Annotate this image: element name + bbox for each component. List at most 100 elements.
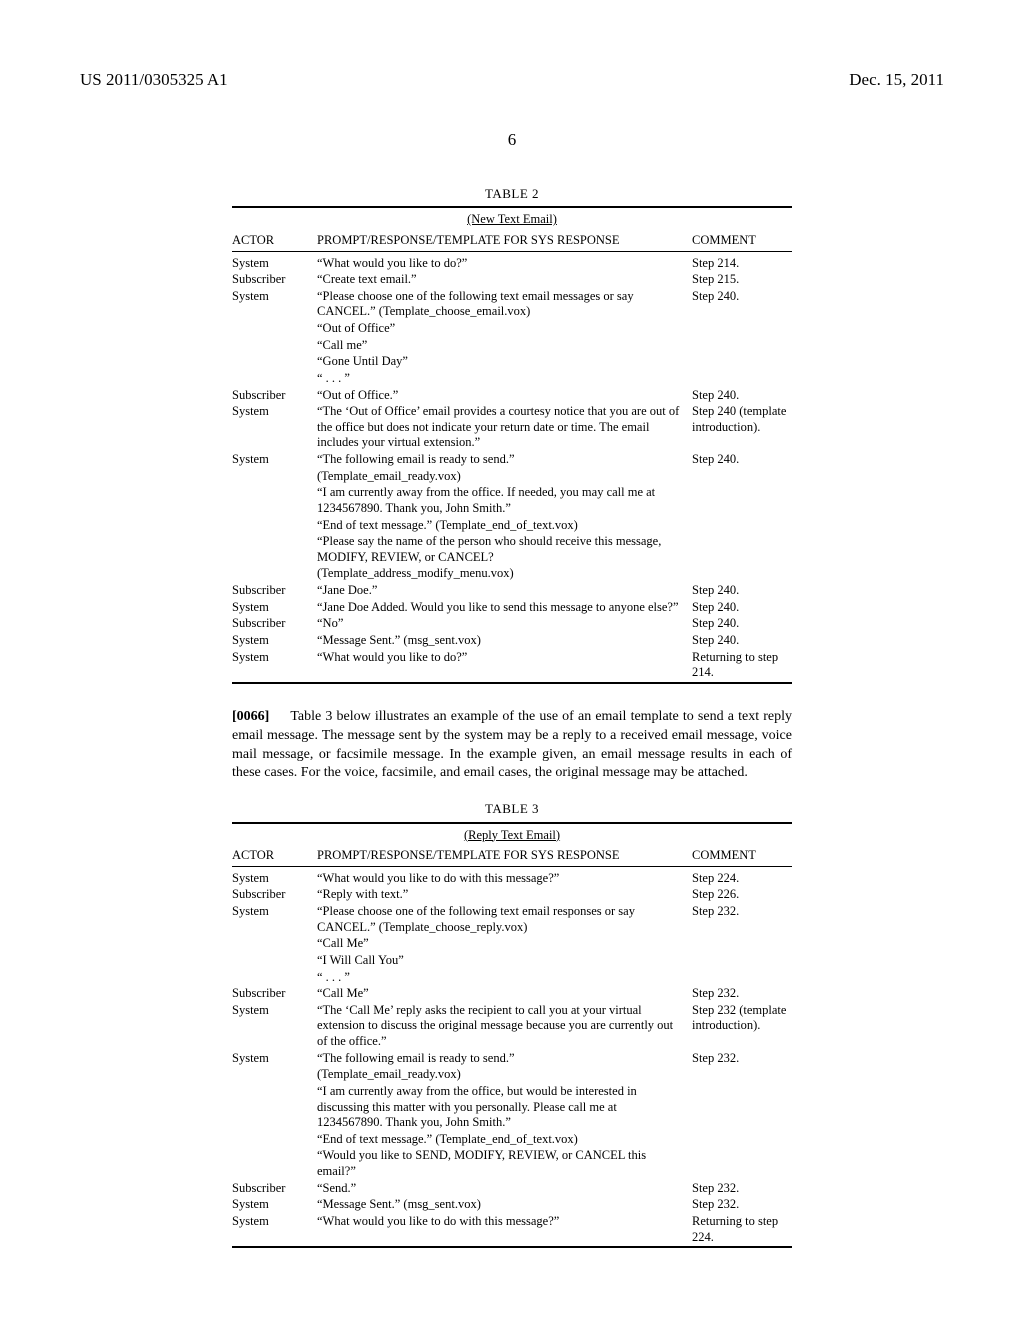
table-row: “End of text message.” (Template_end_of_…	[232, 518, 792, 535]
cell-actor: Subscriber	[232, 986, 307, 1002]
table-row: System “Please choose one of the followin…	[232, 289, 792, 321]
cell-prompt: “Send.”	[317, 1181, 682, 1197]
table-3-label: TABLE 3	[232, 801, 792, 817]
cell-comment	[692, 321, 792, 337]
table-row: System“What would you like to do?”Step 2…	[232, 256, 792, 273]
patent-page: US 2011/0305325 A1 Dec. 15, 2011 6 TABLE…	[0, 0, 1024, 1320]
cell-actor: Subscriber	[232, 1181, 307, 1197]
cell-comment	[692, 371, 792, 387]
cell-prompt: “Message Sent.” (msg_sent.vox)	[317, 633, 682, 649]
table-3-header-row: ACTOR PROMPT/RESPONSE/TEMPLATE FOR SYS R…	[232, 845, 792, 866]
cell-actor: System	[232, 650, 307, 681]
table-row: Subscriber“Create text email.”Step 215.	[232, 272, 792, 289]
table-2-col-comment: COMMENT	[692, 233, 792, 249]
cell-actor	[232, 970, 307, 986]
cell-prompt: “Out of Office.”	[317, 388, 682, 404]
cell-prompt: “End of text message.” (Template_end_of_…	[317, 518, 682, 534]
cell-actor: System	[232, 289, 307, 320]
cell-comment: Step 232.	[692, 904, 792, 935]
cell-comment	[692, 970, 792, 986]
cell-comment: Step 240.	[692, 583, 792, 599]
cell-comment	[692, 518, 792, 534]
table-row: “ . . . ”	[232, 970, 792, 987]
cell-actor: System	[232, 1003, 307, 1050]
publication-date: Dec. 15, 2011	[849, 70, 944, 90]
cell-actor	[232, 953, 307, 969]
table-2: TABLE 2 (New Text Email) ACTOR PROMPT/RE…	[232, 186, 792, 684]
cell-comment: Step 240.	[692, 616, 792, 632]
cell-prompt: “Please choose one of the following text…	[317, 289, 682, 320]
cell-actor	[232, 371, 307, 387]
cell-comment	[692, 1084, 792, 1131]
table-row: System“Message Sent.” (msg_sent.vox)Step…	[232, 633, 792, 650]
cell-prompt: “ . . . ”	[317, 371, 682, 387]
cell-comment: Returning to step 214.	[692, 650, 792, 681]
cell-prompt: “I am currently away from the office. If…	[317, 485, 682, 516]
cell-comment	[692, 953, 792, 969]
cell-actor	[232, 1132, 307, 1148]
cell-actor: System	[232, 633, 307, 649]
cell-comment: Step 232.	[692, 1197, 792, 1213]
table-row: “Would you like to SEND, MODIFY, REVIEW,…	[232, 1148, 792, 1180]
cell-prompt: “Call me”	[317, 338, 682, 354]
table-3: TABLE 3 (Reply Text Email) ACTOR PROMPT/…	[232, 801, 792, 1248]
cell-comment	[692, 485, 792, 516]
cell-prompt: “Create text email.”	[317, 272, 682, 288]
paragraph-0066: [0066]Table 3 below illustrates an examp…	[232, 708, 792, 784]
cell-actor	[232, 354, 307, 370]
cell-comment: Step 240.	[692, 289, 792, 320]
cell-actor	[232, 469, 307, 485]
cell-comment	[692, 566, 792, 582]
cell-prompt: “No”	[317, 616, 682, 632]
cell-actor	[232, 936, 307, 952]
table-3-col-prompt: PROMPT/RESPONSE/TEMPLATE FOR SYS RESPONS…	[317, 848, 682, 864]
table-row: System“What would you like to do with th…	[232, 1214, 792, 1246]
cell-actor	[232, 338, 307, 354]
table-row: System “What would you like to do?” Return…	[232, 650, 792, 682]
cell-actor	[232, 518, 307, 534]
cell-prompt: (Template_address_modify_menu.vox)	[317, 566, 682, 582]
table-row: “Please say the name of the person who s…	[232, 534, 792, 566]
cell-actor: Subscriber	[232, 583, 307, 599]
cell-actor: Subscriber	[232, 388, 307, 404]
table-row: System“Please choose one of the followin…	[232, 904, 792, 936]
cell-comment: Returning to step 224.	[692, 1214, 792, 1245]
cell-prompt: “What would you like to do with this mes…	[317, 871, 682, 887]
table-row: System“Message Sent.” (msg_sent.vox)Step…	[232, 1197, 792, 1214]
table-row: “ . . . ”	[232, 371, 792, 388]
cell-comment	[692, 1067, 792, 1083]
cell-comment: Step 240 (template introduction).	[692, 404, 792, 451]
table-row: “Gone Until Day”	[232, 354, 792, 371]
table-3-body: System “What would you like to do with th…	[232, 867, 792, 1246]
publication-number: US 2011/0305325 A1	[80, 70, 228, 90]
table-row: System “The following email is ready to s…	[232, 452, 792, 469]
table-row: (Template_email_ready.vox)	[232, 469, 792, 486]
cell-comment	[692, 1148, 792, 1179]
cell-prompt: “Message Sent.” (msg_sent.vox)	[317, 1197, 682, 1213]
cell-prompt: “The following email is ready to send.”	[317, 452, 682, 468]
cell-prompt: “What would you like to do?”	[317, 650, 682, 681]
cell-prompt: “I am currently away from the office, bu…	[317, 1084, 682, 1131]
cell-prompt: “Reply with text.”	[317, 887, 682, 903]
table-row: “End of text message.” (Template_end_of_…	[232, 1132, 792, 1149]
cell-comment	[692, 1132, 792, 1148]
table-row: (Template_email_ready.vox)	[232, 1067, 792, 1084]
cell-actor: Subscriber	[232, 272, 307, 288]
paragraph-number: [0066]	[232, 709, 269, 724]
cell-prompt: “The following email is ready to send.”	[317, 1051, 682, 1067]
cell-comment: Step 240.	[692, 388, 792, 404]
cell-actor: System	[232, 404, 307, 451]
table-2-col-prompt: PROMPT/RESPONSE/TEMPLATE FOR SYS RESPONS…	[317, 233, 682, 249]
cell-prompt: “What would you like to do?”	[317, 256, 682, 272]
cell-prompt: “Out of Office”	[317, 321, 682, 337]
table-row: “Out of Office”	[232, 321, 792, 338]
cell-prompt: “End of text message.” (Template_end_of_…	[317, 1132, 682, 1148]
table-row: Subscriber“Reply with text.”Step 226.	[232, 887, 792, 904]
page-number: 6	[80, 130, 944, 150]
cell-actor	[232, 534, 307, 565]
cell-actor: System	[232, 256, 307, 272]
cell-actor: Subscriber	[232, 616, 307, 632]
cell-actor: System	[232, 452, 307, 468]
table-row: “Call Me”	[232, 936, 792, 953]
cell-prompt: (Template_email_ready.vox)	[317, 1067, 682, 1083]
